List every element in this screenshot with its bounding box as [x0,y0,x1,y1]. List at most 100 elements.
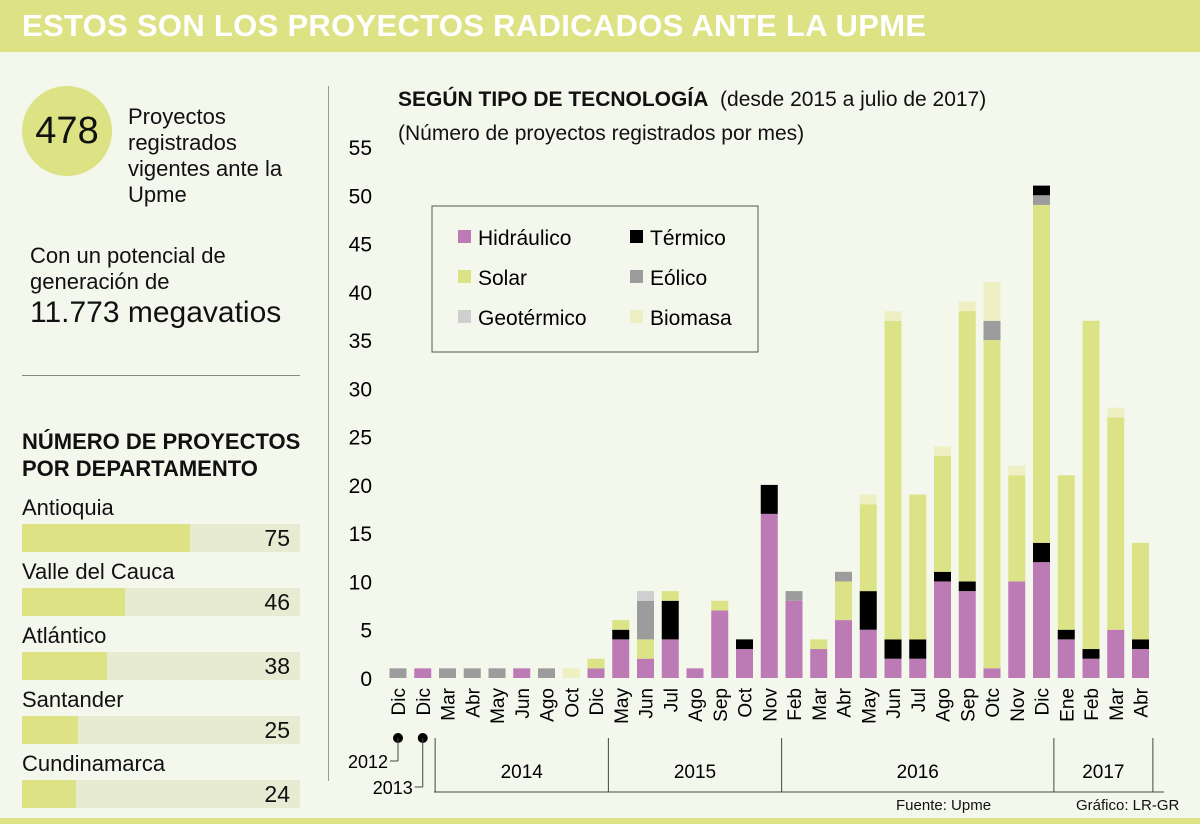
footer-line [0,818,1200,824]
bar-segment-solar [909,494,927,640]
bar-segment-solar [934,455,951,572]
departments-title-line: NÚMERO DE PROYECTOS [22,429,301,454]
bar-segment-geotérmico [637,591,654,601]
bar-segment-hidráulico [612,639,630,678]
departments-title: NÚMERO DE PROYECTOS POR DEPARTAMENTO [22,428,300,482]
y-tick-label: 5 [360,620,372,643]
bar-segment-eólico [463,668,481,678]
bar-segment-solar [1057,475,1075,630]
bar-segment-solar [661,591,679,601]
bar-segment-biomasa [884,311,902,321]
bar-segment-hidráulico [983,668,1001,678]
legend-label: Biomasa [650,307,732,330]
year-label: 2012 [348,752,388,772]
project-count: 478 [35,109,99,152]
year-label: 2017 [1082,762,1124,783]
bar-segment-solar [884,320,902,640]
bar-segment-hidráulico [859,629,877,678]
year-label: 2013 [373,778,413,798]
potential-text-line: Con un potencial de [30,243,226,268]
y-tick-label: 35 [349,330,372,353]
x-tick-label: Nov [760,688,781,722]
bar-segment-hidráulico [587,668,605,678]
bar-segment-hidráulico [686,668,704,678]
department-name: Valle del Cauca [22,559,175,584]
x-tick-label: Dic [414,688,435,715]
bar-segment-hidráulico [785,600,803,678]
bar-segment-hidráulico [909,658,927,678]
x-tick-label: Mar [810,687,831,720]
y-tick-label: 25 [349,427,372,450]
legend-swatch [630,230,643,243]
bar-segment-hidráulico [835,620,852,678]
bar-segment-hidráulico [736,649,753,678]
legend-swatch [630,270,643,283]
bar-segment-biomasa [983,282,1001,321]
bar-segment-eólico [1033,195,1050,205]
bar-segment-biomasa [1107,407,1125,418]
x-tick-label: Dic [389,688,410,715]
bar-segment-solar [958,311,976,582]
x-tick-label: May [612,688,633,724]
credit: Gráfico: LR-GR [1076,797,1180,814]
x-tick-label: Dic [1033,688,1054,715]
bar-segment-hidráulico [958,591,976,678]
bar-segment-eólico [389,668,407,678]
x-tick-label: Jul [909,688,930,712]
department-value: 25 [264,717,290,743]
project-count-circle: 478 [22,86,112,176]
bar-segment-solar [983,340,1001,669]
department-value: 46 [264,589,290,615]
bar-segment-térmico [760,484,778,514]
x-tick-label: Jun [637,688,658,719]
department-bar-fill [22,780,76,808]
bar-segment-eólico [488,668,506,678]
legend-label: Térmico [650,227,726,250]
department-name: Cundinamarca [22,751,166,776]
x-tick-label: Abr [1132,687,1153,717]
bar-segment-hidráulico [810,649,828,678]
x-tick-label: Dic [587,688,608,715]
department-value: 38 [264,653,290,679]
legend-swatch [458,270,471,283]
department-bar-fill [22,588,126,616]
bar-segment-hidráulico [711,610,729,678]
page-title: ESTOS SON LOS PROYECTOS RADICADOS ANTE L… [22,8,927,43]
departments-title-line: POR DEPARTAMENTO [22,456,258,481]
bar-segment-térmico [1132,639,1149,650]
x-tick-label: Mar [439,687,460,720]
bar-segment-térmico [859,591,877,630]
divider [328,86,329,781]
x-tick-label: Jun [513,688,534,719]
bar-segment-térmico [958,581,976,592]
department-bar: 38 [22,652,300,680]
year-label: 2015 [674,762,716,783]
chart-title-row: SEGÚN TIPO DE TECNOLOGÍA (desde 2015 a j… [398,88,986,112]
bar-segment-hidráulico [760,513,778,678]
bar-segment-solar [1033,204,1050,543]
bar-segment-eólico [538,668,555,678]
count-text-line: registrados [128,130,237,155]
bar-segment-térmico [884,639,902,659]
bar-segment-térmico [1033,542,1050,563]
source: Fuente: Upme [896,797,992,814]
count-text-line: vigentes ante la [128,156,283,181]
y-tick-label: 55 [349,137,372,160]
bar-segment-solar [1008,475,1026,582]
x-tick-label: Mar [1107,687,1128,720]
bar-segment-hidráulico [1107,629,1125,678]
legend-box [431,205,759,353]
x-tick-label: Ago [686,688,707,722]
chart-subtitle: (Número de proyectos registrados por mes… [398,122,805,145]
bar-segment-hidráulico [414,668,432,678]
x-tick-label: Ene [1057,688,1078,722]
x-tick-label: Abr [835,687,856,717]
bar-segment-solar [711,600,729,611]
bar-segment-eólico [983,320,1001,341]
x-tick-label: Jun [884,688,905,719]
x-tick-label: May [488,688,509,724]
bar-segment-térmico [934,571,951,582]
x-tick-label: Nov [1008,688,1029,722]
legend-swatch [458,230,471,243]
